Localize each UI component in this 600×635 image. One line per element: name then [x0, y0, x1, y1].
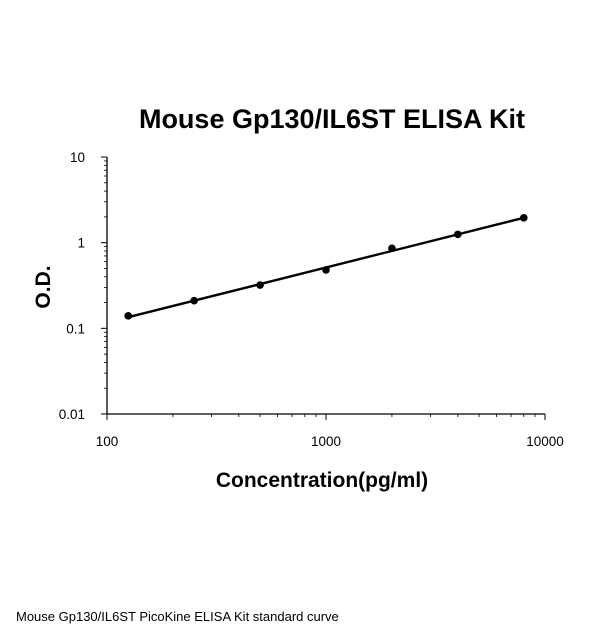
- data-point: [454, 230, 462, 239]
- x-tick-label: 1000: [311, 434, 341, 449]
- axes: [106, 157, 545, 415]
- y-tick-label: 0.01: [59, 407, 85, 422]
- figure-caption: Mouse Gp130/IL6ST PicoKine ELISA Kit sta…: [16, 609, 339, 624]
- y-axis-label: O.D.: [32, 265, 55, 308]
- chart-title: Mouse Gp130/IL6ST ELISA Kit: [139, 104, 525, 134]
- x-tick-label: 100: [96, 434, 119, 449]
- standard-curve-chart: Mouse Gp130/IL6ST ELISA Kit 0.01 0.1 1 10 10…: [32, 104, 564, 492]
- x-tick-label: 10000: [526, 434, 564, 449]
- data-point: [124, 312, 133, 320]
- data-point: [519, 214, 528, 222]
- y-tick-label: 10: [70, 150, 85, 165]
- x-axis-label: Concentration(pg/ml): [216, 469, 428, 492]
- y-tick-label: 1: [77, 236, 85, 251]
- data-point: [322, 266, 330, 274]
- y-tick-label: 0.1: [66, 321, 85, 336]
- data-point: [388, 244, 396, 253]
- data-points: [124, 214, 528, 320]
- axis-ticks: 0.01 0.1 1 10 100 1000 10000: [59, 150, 564, 449]
- data-point: [190, 296, 198, 305]
- data-point: [256, 281, 264, 289]
